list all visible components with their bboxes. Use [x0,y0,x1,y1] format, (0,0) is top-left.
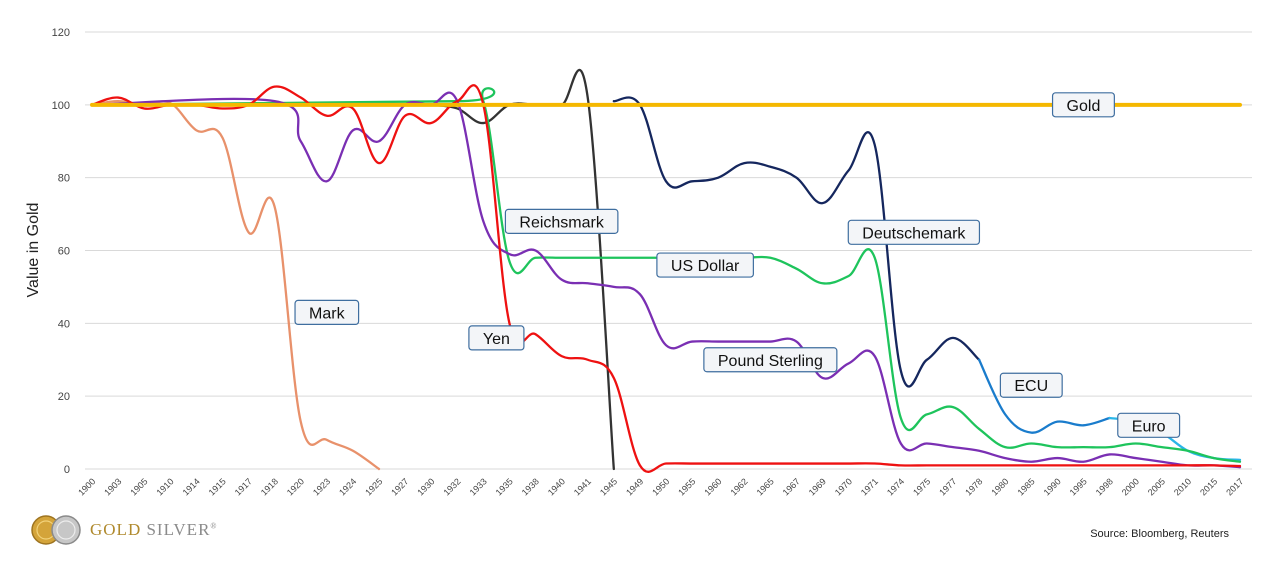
y-tick-label: 100 [52,100,70,112]
x-tick-label: 2010 [1172,476,1193,497]
series-label-text: ECU [1014,378,1048,395]
series-label-text: Gold [1067,98,1101,115]
series-label-box [703,347,838,373]
x-tick-label: 1998 [1094,476,1115,497]
series-label-text: Reichsmark [519,214,604,231]
y-tick-label: 0 [64,464,70,476]
x-tick-label: 1933 [468,476,489,497]
series-label-gold: Gold [1051,92,1115,118]
x-tick-label: 1971 [859,476,880,497]
x-tick-label: 1915 [207,476,228,497]
x-tick-label: 1962 [728,476,749,497]
x-tick-label: 1945 [598,476,619,497]
x-tick-label: 1900 [76,476,97,497]
x-tick-label: 1967 [781,476,802,497]
goldsilver-logo: GOLD SILVER® [30,514,218,546]
x-tick-label: 1977 [937,476,958,497]
series-line-yen [90,84,1242,473]
x-tick-label: 1923 [311,476,332,497]
series-label-text: US Dollar [671,258,740,275]
logo-gold-text: GOLD [90,520,142,539]
series-line-mark [90,100,381,471]
x-tick-label: 2015 [1198,476,1219,497]
registered-mark: ® [210,521,218,531]
x-tick-label: 1920 [285,476,306,497]
series-line-pound-sterling [90,91,1242,469]
x-tick-label: 1980 [989,476,1010,497]
x-tick-label: 1950 [650,476,671,497]
series-label-box [1051,92,1115,118]
x-tick-label: 1914 [181,476,202,497]
series-label-text: Mark [309,305,346,322]
series-label-text: Deutschemark [862,225,966,242]
x-tick-label: 1918 [259,476,280,497]
series-line-us-dollar [90,87,1242,463]
series-label-ecu: ECU [999,372,1063,398]
series-label-text: Pound Sterling [718,353,823,370]
x-tick-label: 1990 [1042,476,1063,497]
y-axis-label: Value in Gold [25,203,42,298]
x-tick-label: 1995 [1068,476,1089,497]
series-label-us-dollar: US Dollar [656,252,754,278]
series-label-box [999,372,1063,398]
x-axis-ticks: 1900 1903 1905 1910 1914 1915 1917 1918 1920 1923… [76,476,1245,497]
series-label-text: Yen [483,331,510,348]
x-tick-label: 1930 [415,476,436,497]
y-tick-label: 120 [52,27,70,39]
logo-wordmark: GOLD SILVER® [90,520,218,540]
x-tick-label: 1917 [233,476,254,497]
series-label-euro: Euro [1117,412,1181,438]
series-label-mark: Mark [294,299,360,326]
x-tick-label: 2017 [1224,476,1245,497]
series-label-deutschemark: Deutschemark [847,219,981,245]
logo-silver-text: SILVER [146,520,211,539]
y-tick-label: 20 [58,391,70,403]
series-label-box [294,299,360,326]
y-tick-label: 60 [58,246,70,258]
y-tick-label: 40 [58,318,70,330]
x-tick-label: 1975 [911,476,932,497]
x-tick-label: 1925 [363,476,384,497]
series-line-ecu [977,358,1111,434]
series-label-box [656,252,754,278]
x-tick-label: 1955 [676,476,697,497]
x-tick-label: 2005 [1146,476,1167,497]
x-tick-label: 1978 [963,476,984,497]
y-axis-ticks: 0 20 40 60 80 100 120 [52,27,70,476]
x-tick-label: 1905 [128,476,149,497]
series-label-box [1117,412,1181,438]
source-note: Source: Bloomberg, Reuters [1090,528,1229,540]
series-label-box [504,208,619,234]
x-tick-label: 1910 [154,476,175,497]
x-tick-label: 1903 [102,476,123,497]
series-label-text: Euro [1132,418,1166,435]
series-labels: Gold Mark Reichsmark Deutschemark US Dollar Y… [294,92,1181,438]
series-line-deutschemark [612,96,981,388]
x-tick-label: 1932 [441,476,462,497]
y-tick-label: 80 [58,173,70,185]
x-tick-label: 1940 [546,476,567,497]
x-tick-label: 1938 [520,476,541,497]
x-tick-label: 1924 [337,476,358,497]
x-tick-label: 1960 [702,476,723,497]
series-label-reichsmark: Reichsmark [504,208,619,234]
x-tick-label: 1985 [1015,476,1036,497]
x-tick-label: 1969 [807,476,828,497]
coins-icon [31,515,81,545]
x-tick-label: 1965 [755,476,776,497]
x-tick-label: 1974 [885,476,906,497]
x-tick-label: 1970 [833,476,854,497]
x-tick-label: 1927 [389,476,410,497]
series-label-yen: Yen [468,325,525,351]
x-tick-label: 1935 [494,476,515,497]
series-label-box [847,219,981,245]
series-label-pound-sterling: Pound Sterling [703,347,838,373]
x-tick-label: 1941 [572,476,593,497]
x-tick-label: 2000 [1120,476,1141,497]
x-tick-label: 1949 [624,476,645,497]
series-label-box [468,325,525,351]
